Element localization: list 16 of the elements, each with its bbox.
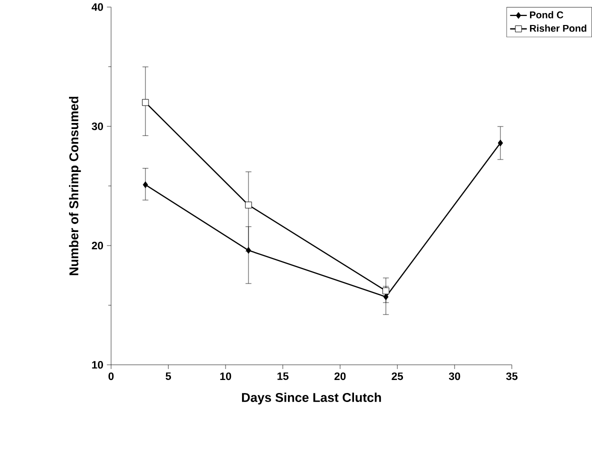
x-tick-label: 15 — [278, 372, 289, 380]
x-tick-label: 5 — [166, 372, 172, 380]
x-tick-label: 25 — [392, 372, 404, 380]
legend-label: Risher Pond — [530, 24, 586, 32]
x-tick-label: 0 — [108, 372, 114, 380]
x-tick-label: 30 — [448, 372, 460, 380]
y-tick-label: 40 — [92, 3, 103, 11]
x-tick-label: 10 — [220, 372, 232, 380]
x-axis-title: Days Since Last Clutch — [242, 392, 381, 404]
y-tick-label: 20 — [92, 242, 103, 250]
y-axis-title: Number of Shrimp Consumed — [69, 96, 81, 275]
y-tick-label: 10 — [92, 360, 103, 368]
y-tick-label: 30 — [92, 122, 103, 130]
legend-label: Pond C — [530, 10, 564, 18]
x-tick-label: 35 — [506, 372, 518, 380]
x-tick-label: 20 — [334, 372, 346, 380]
